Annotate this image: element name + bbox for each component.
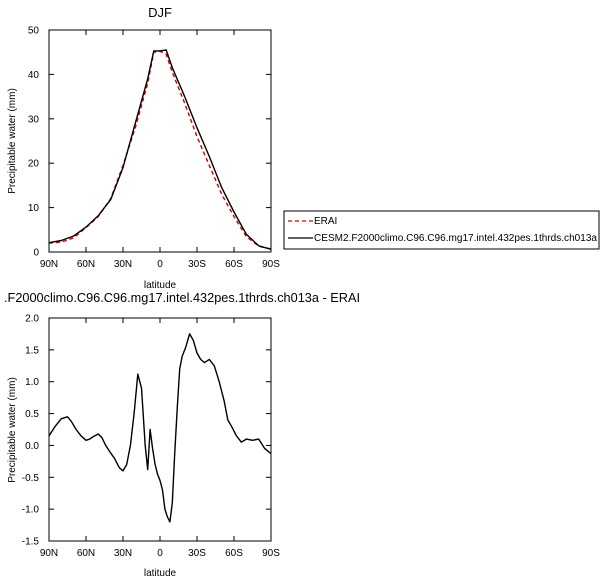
bottom-series-line-0 — [48, 333, 272, 523]
bottom-y-tick-label-2: -0.5 — [22, 473, 40, 484]
bottom-x-axis-label: latitude — [144, 568, 177, 579]
bottom-x-tick-label-6: 90S — [262, 548, 280, 559]
top-x-tick-label-0: 90N — [40, 259, 58, 270]
top-x-tick-label-1: 60N — [77, 259, 95, 270]
bottom-tick-layer: 90N 60N 30N 0 30S 60S 90S -1.5 -1.0 -0.5 0.0 0.5 1.0… — [22, 314, 280, 560]
bottom-y-tick-label-3: 0.0 — [25, 441, 39, 452]
top-y-tick-label-1: 10 — [28, 203, 40, 214]
top-series-line-1 — [48, 49, 272, 250]
bottom-plot: .F2000climo.C96.C96.mg17.intel.432pes.1t… — [4, 290, 360, 579]
top-y-axis-label: Precipitable water (mm) — [7, 88, 18, 194]
top-tick-layer: 90N 60N 30N 0 30S 60S 90S 0 10 20 30 40 50 — [28, 26, 280, 271]
top-plot: DJF 90N 60N 30N 0 30S 60S 90S 0 10 20 30 40 50 latit… — [7, 5, 280, 291]
bottom-x-tick-label-0: 90N — [40, 548, 58, 559]
legend: ERAI CESM2.F2000climo.C96.C96.mg17.intel… — [283, 210, 600, 250]
bottom-y-tick-label-0: -1.5 — [22, 537, 40, 548]
legend-box — [283, 210, 600, 250]
top-x-axis-label: latitude — [144, 280, 177, 291]
top-y-tick-label-3: 30 — [28, 114, 40, 125]
top-y-tick-label-5: 50 — [28, 26, 40, 37]
bottom-x-tick-label-2: 30N — [114, 548, 132, 559]
top-y-tick-label-0: 0 — [33, 248, 39, 259]
top-x-tick-label-2: 30N — [114, 259, 132, 270]
bottom-plot-frame — [48, 317, 272, 542]
bottom-y-tick-label-6: 1.5 — [25, 345, 39, 356]
top-y-tick-label-2: 20 — [28, 159, 40, 170]
bottom-y-tick-label-7: 2.0 — [25, 314, 39, 325]
bottom-y-axis-label: Precipitable water (mm) — [7, 377, 18, 483]
top-x-tick-label-5: 60S — [225, 259, 243, 270]
bottom-y-tick-label-5: 1.0 — [25, 377, 39, 388]
bottom-x-tick-label-5: 60S — [225, 548, 243, 559]
bottom-x-tick-label-3: 0 — [157, 548, 163, 559]
legend-label-erai: ERAI — [314, 216, 337, 227]
legend-label-cesm2: CESM2.F2000climo.C96.C96.mg17.intel.432p… — [314, 233, 597, 244]
top-x-tick-label-4: 30S — [188, 259, 206, 270]
top-plot-title: DJF — [148, 5, 172, 20]
top-series-layer — [48, 49, 272, 250]
bottom-x-tick-label-1: 60N — [77, 548, 95, 559]
bottom-y-tick-label-1: -1.0 — [22, 505, 40, 516]
bottom-series-layer — [48, 333, 272, 523]
bottom-y-tick-label-4: 0.5 — [25, 409, 39, 420]
bottom-x-tick-label-4: 30S — [188, 548, 206, 559]
top-x-tick-label-6: 90S — [262, 259, 280, 270]
top-x-tick-label-3: 0 — [157, 259, 163, 270]
bottom-plot-title: .F2000climo.C96.C96.mg17.intel.432pes.1t… — [4, 290, 360, 305]
top-y-tick-label-4: 40 — [28, 70, 40, 81]
